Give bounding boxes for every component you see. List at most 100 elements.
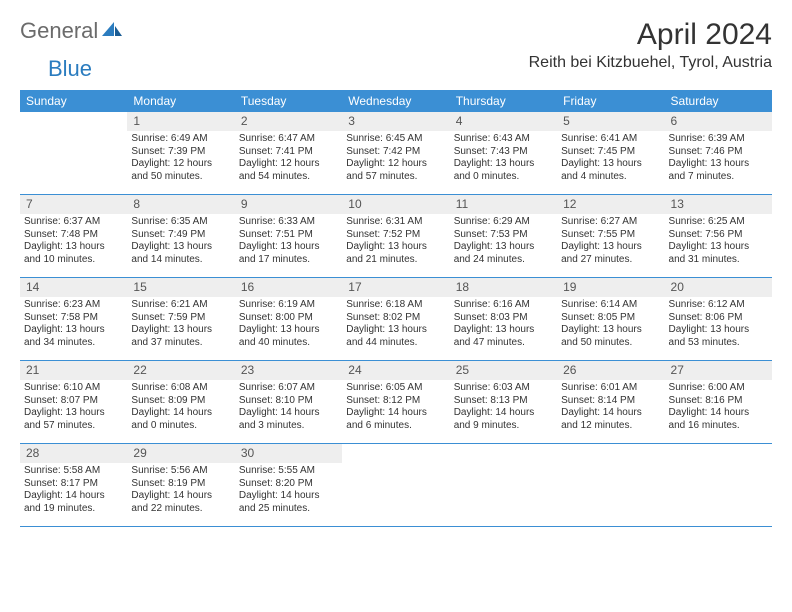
day-body: Sunrise: 6:08 AMSunset: 8:09 PMDaylight:… [127, 380, 234, 436]
day-cell: 14Sunrise: 6:23 AMSunset: 7:58 PMDayligh… [20, 278, 127, 360]
day-number: 30 [235, 444, 342, 463]
day-number: 4 [450, 112, 557, 131]
sunset-text: Sunset: 8:02 PM [346, 312, 445, 325]
daylight-text-2: and 6 minutes. [346, 420, 445, 433]
day-body: Sunrise: 6:16 AMSunset: 8:03 PMDaylight:… [450, 297, 557, 353]
day-number [20, 112, 127, 131]
sunrise-text: Sunrise: 6:07 AM [239, 382, 338, 395]
day-cell: 3Sunrise: 6:45 AMSunset: 7:42 PMDaylight… [342, 112, 449, 194]
day-cell: 11Sunrise: 6:29 AMSunset: 7:53 PMDayligh… [450, 195, 557, 277]
daylight-text-1: Daylight: 14 hours [454, 407, 553, 420]
sunset-text: Sunset: 7:48 PM [24, 229, 123, 242]
daylight-text-1: Daylight: 14 hours [239, 407, 338, 420]
day-number: 1 [127, 112, 234, 131]
day-cell: 1Sunrise: 6:49 AMSunset: 7:39 PMDaylight… [127, 112, 234, 194]
sunset-text: Sunset: 8:05 PM [561, 312, 660, 325]
sunset-text: Sunset: 7:52 PM [346, 229, 445, 242]
day-cell: 21Sunrise: 6:10 AMSunset: 8:07 PMDayligh… [20, 361, 127, 443]
day-number [557, 444, 664, 463]
daylight-text-1: Daylight: 13 hours [24, 324, 123, 337]
location: Reith bei Kitzbuehel, Tyrol, Austria [529, 54, 772, 72]
day-header-sun: Sunday [20, 90, 127, 112]
day-header-wed: Wednesday [342, 90, 449, 112]
daylight-text-1: Daylight: 13 hours [346, 324, 445, 337]
day-cell: 13Sunrise: 6:25 AMSunset: 7:56 PMDayligh… [665, 195, 772, 277]
daylight-text-1: Daylight: 12 hours [239, 158, 338, 171]
sunset-text: Sunset: 7:41 PM [239, 146, 338, 159]
day-number: 15 [127, 278, 234, 297]
day-cell: 20Sunrise: 6:12 AMSunset: 8:06 PMDayligh… [665, 278, 772, 360]
daylight-text-1: Daylight: 13 hours [131, 324, 230, 337]
sunset-text: Sunset: 8:10 PM [239, 395, 338, 408]
daylight-text-2: and 57 minutes. [346, 171, 445, 184]
month-title: April 2024 [529, 18, 772, 52]
day-body: Sunrise: 6:47 AMSunset: 7:41 PMDaylight:… [235, 131, 342, 187]
daylight-text-2: and 24 minutes. [454, 254, 553, 267]
daylight-text-2: and 14 minutes. [131, 254, 230, 267]
day-cell: 8Sunrise: 6:35 AMSunset: 7:49 PMDaylight… [127, 195, 234, 277]
day-header-tue: Tuesday [235, 90, 342, 112]
day-cell: 24Sunrise: 6:05 AMSunset: 8:12 PMDayligh… [342, 361, 449, 443]
day-number: 6 [665, 112, 772, 131]
brand-part1: General [20, 18, 98, 44]
day-number [342, 444, 449, 463]
daylight-text-2: and 19 minutes. [24, 503, 123, 516]
sunrise-text: Sunrise: 6:01 AM [561, 382, 660, 395]
day-body: Sunrise: 6:18 AMSunset: 8:02 PMDaylight:… [342, 297, 449, 353]
daylight-text-1: Daylight: 12 hours [346, 158, 445, 171]
day-number: 17 [342, 278, 449, 297]
day-number: 7 [20, 195, 127, 214]
sunrise-text: Sunrise: 6:43 AM [454, 133, 553, 146]
sunrise-text: Sunrise: 6:25 AM [669, 216, 768, 229]
daylight-text-2: and 53 minutes. [669, 337, 768, 350]
daylight-text-1: Daylight: 13 hours [24, 241, 123, 254]
day-number: 12 [557, 195, 664, 214]
sunrise-text: Sunrise: 6:37 AM [24, 216, 123, 229]
sunset-text: Sunset: 7:55 PM [561, 229, 660, 242]
sunrise-text: Sunrise: 6:03 AM [454, 382, 553, 395]
sunset-text: Sunset: 8:00 PM [239, 312, 338, 325]
day-number: 24 [342, 361, 449, 380]
day-number: 25 [450, 361, 557, 380]
daylight-text-1: Daylight: 13 hours [239, 241, 338, 254]
day-number: 27 [665, 361, 772, 380]
day-cell: 28Sunrise: 5:58 AMSunset: 8:17 PMDayligh… [20, 444, 127, 526]
daylight-text-1: Daylight: 13 hours [669, 241, 768, 254]
sunrise-text: Sunrise: 6:05 AM [346, 382, 445, 395]
daylight-text-2: and 57 minutes. [24, 420, 123, 433]
daylight-text-1: Daylight: 14 hours [131, 490, 230, 503]
day-body: Sunrise: 6:10 AMSunset: 8:07 PMDaylight:… [20, 380, 127, 436]
sunrise-text: Sunrise: 6:14 AM [561, 299, 660, 312]
calendar: Sunday Monday Tuesday Wednesday Thursday… [20, 90, 772, 527]
day-body: Sunrise: 6:12 AMSunset: 8:06 PMDaylight:… [665, 297, 772, 353]
daylight-text-2: and 9 minutes. [454, 420, 553, 433]
sunrise-text: Sunrise: 5:55 AM [239, 465, 338, 478]
day-body: Sunrise: 6:27 AMSunset: 7:55 PMDaylight:… [557, 214, 664, 270]
sunrise-text: Sunrise: 6:41 AM [561, 133, 660, 146]
daylight-text-2: and 3 minutes. [239, 420, 338, 433]
day-body: Sunrise: 6:29 AMSunset: 7:53 PMDaylight:… [450, 214, 557, 270]
day-cell: 7 Sunrise: 6:37 AMSunset: 7:48 PMDaylight… [20, 195, 127, 277]
day-number: 22 [127, 361, 234, 380]
daylight-text-1: Daylight: 13 hours [24, 407, 123, 420]
sunset-text: Sunset: 7:45 PM [561, 146, 660, 159]
day-cell: 16Sunrise: 6:19 AMSunset: 8:00 PMDayligh… [235, 278, 342, 360]
sunset-text: Sunset: 7:53 PM [454, 229, 553, 242]
sunset-text: Sunset: 7:56 PM [669, 229, 768, 242]
daylight-text-1: Daylight: 14 hours [669, 407, 768, 420]
sunset-text: Sunset: 8:13 PM [454, 395, 553, 408]
daylight-text-2: and 31 minutes. [669, 254, 768, 267]
sunset-text: Sunset: 8:19 PM [131, 478, 230, 491]
sunrise-text: Sunrise: 6:49 AM [131, 133, 230, 146]
day-cell: 26Sunrise: 6:01 AMSunset: 8:14 PMDayligh… [557, 361, 664, 443]
day-cell: 15Sunrise: 6:21 AMSunset: 7:59 PMDayligh… [127, 278, 234, 360]
daylight-text-1: Daylight: 13 hours [669, 158, 768, 171]
sunset-text: Sunset: 7:49 PM [131, 229, 230, 242]
day-cell: 19Sunrise: 6:14 AMSunset: 8:05 PMDayligh… [557, 278, 664, 360]
day-number: 11 [450, 195, 557, 214]
sunrise-text: Sunrise: 6:47 AM [239, 133, 338, 146]
sunrise-text: Sunrise: 6:29 AM [454, 216, 553, 229]
sunset-text: Sunset: 7:59 PM [131, 312, 230, 325]
daylight-text-2: and 16 minutes. [669, 420, 768, 433]
day-header-mon: Monday [127, 90, 234, 112]
